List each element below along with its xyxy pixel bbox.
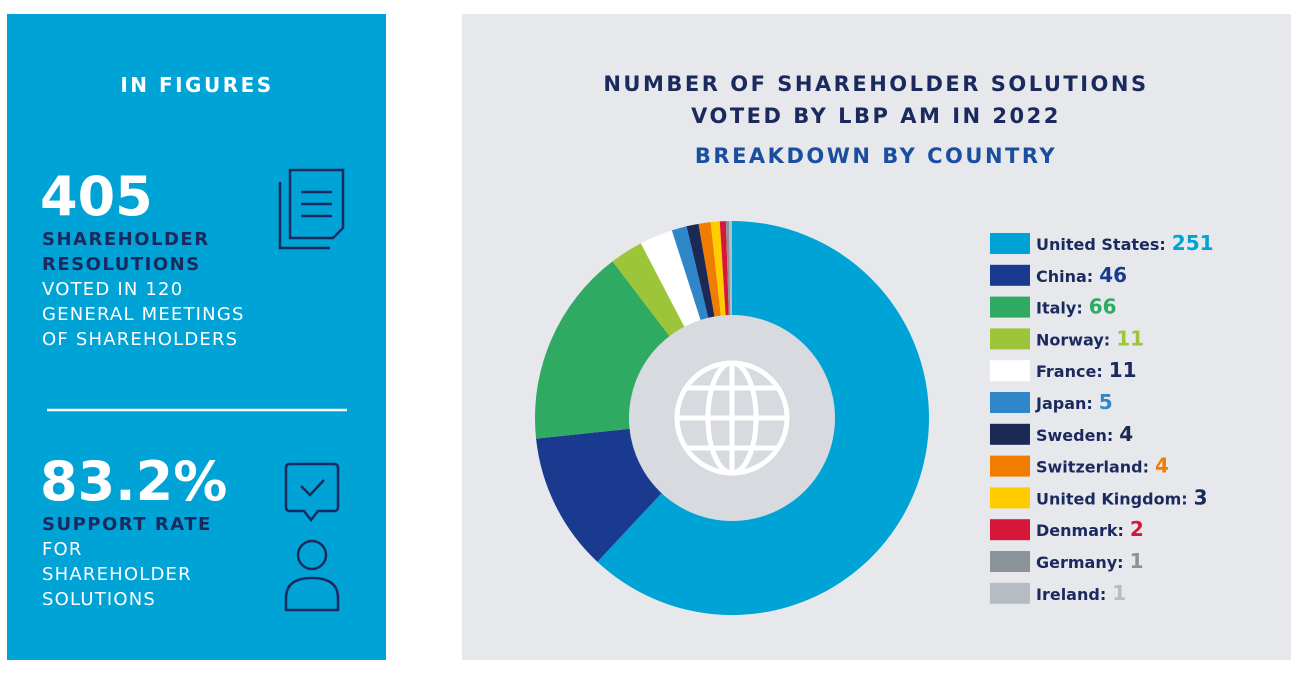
chart-subtitle: BREAKDOWN BY COUNTRY <box>695 144 1057 168</box>
legend-label: Sweden: <box>1036 426 1113 445</box>
legend-value: 4 <box>1155 454 1169 478</box>
figure-description: FOR <box>42 539 83 560</box>
legend-entry: Switzerland: 4 <box>1036 454 1169 478</box>
legend-label: Denmark: <box>1036 521 1124 540</box>
legend-value: 4 <box>1119 422 1133 446</box>
legend-entry: Germany: 1 <box>1036 549 1143 573</box>
legend-value: 11 <box>1109 358 1137 382</box>
chart-title: VOTED BY LBP AM IN 2022 <box>691 104 1061 128</box>
legend-swatch <box>990 455 1030 477</box>
legend-label: France: <box>1036 362 1103 381</box>
legend-label: Switzerland: <box>1036 458 1149 477</box>
document-icon <box>278 168 345 250</box>
figure-description: SOLUTIONS <box>42 589 156 610</box>
legend-value: 2 <box>1130 517 1144 541</box>
figure-description: SHAREHOLDER <box>42 564 192 585</box>
legend-label: Norway: <box>1036 330 1110 349</box>
figures-heading: IN FIGURES <box>120 73 273 97</box>
legend-value: 251 <box>1172 231 1214 255</box>
legend-label: Germany: <box>1036 553 1124 572</box>
legend-value: 46 <box>1099 263 1127 287</box>
legend-label: Italy: <box>1036 299 1083 318</box>
legend-value: 66 <box>1089 295 1117 319</box>
legend-label: United States: <box>1036 235 1166 254</box>
figure-label: SHAREHOLDER <box>42 229 210 250</box>
legend-value: 5 <box>1099 390 1113 414</box>
legend-swatch <box>990 551 1030 572</box>
figure-description: VOTED IN 120 <box>42 279 183 300</box>
legend-label: United Kingdom: <box>1036 489 1188 508</box>
legend-label: China: <box>1036 267 1093 286</box>
legend-swatch <box>990 328 1030 350</box>
legend-value: 1 <box>1130 549 1144 573</box>
legend-value: 3 <box>1194 485 1208 509</box>
legend-entry: France: 11 <box>1036 358 1137 382</box>
legend-entry: Denmark: 2 <box>1036 517 1144 541</box>
legend-entry: United Kingdom: 3 <box>1036 485 1208 509</box>
support-icon <box>284 462 340 612</box>
legend-entry: United States: 251 <box>1036 231 1214 255</box>
legend-value: 1 <box>1112 581 1126 605</box>
legend-label: Ireland: <box>1036 585 1106 604</box>
legend-swatch <box>990 360 1030 382</box>
chart-title: NUMBER OF SHAREHOLDER SOLUTIONS <box>603 72 1148 96</box>
legend-entry: China: 46 <box>1036 263 1127 287</box>
legend-swatch <box>990 392 1030 413</box>
legend-swatch <box>990 423 1030 445</box>
figure-description: GENERAL MEETINGS <box>42 304 245 325</box>
legend-entry: Sweden: 4 <box>1036 422 1133 446</box>
legend-swatch <box>990 264 1030 286</box>
figure-value: 405 <box>40 165 153 228</box>
legend-entry: Italy: 66 <box>1036 295 1117 319</box>
legend-swatch <box>990 233 1030 254</box>
legend-swatch <box>990 296 1030 318</box>
figure-description: OF SHAREHOLDERS <box>42 329 238 350</box>
legend-entry: Japan: 5 <box>1035 390 1113 414</box>
globe-icon <box>674 360 790 476</box>
legend-swatch <box>990 582 1030 604</box>
legend-swatch <box>990 519 1030 541</box>
legend-label: Japan: <box>1035 394 1093 413</box>
figure-label: RESOLUTIONS <box>42 254 201 275</box>
legend-entry: Norway: 11 <box>1036 326 1144 350</box>
legend-value: 11 <box>1116 326 1144 350</box>
figure-label: SUPPORT RATE <box>42 514 212 535</box>
legend-swatch <box>990 487 1030 509</box>
figures-panel <box>7 14 386 660</box>
legend-entry: Ireland: 1 <box>1036 581 1126 605</box>
figure-value: 83.2% <box>40 450 227 513</box>
